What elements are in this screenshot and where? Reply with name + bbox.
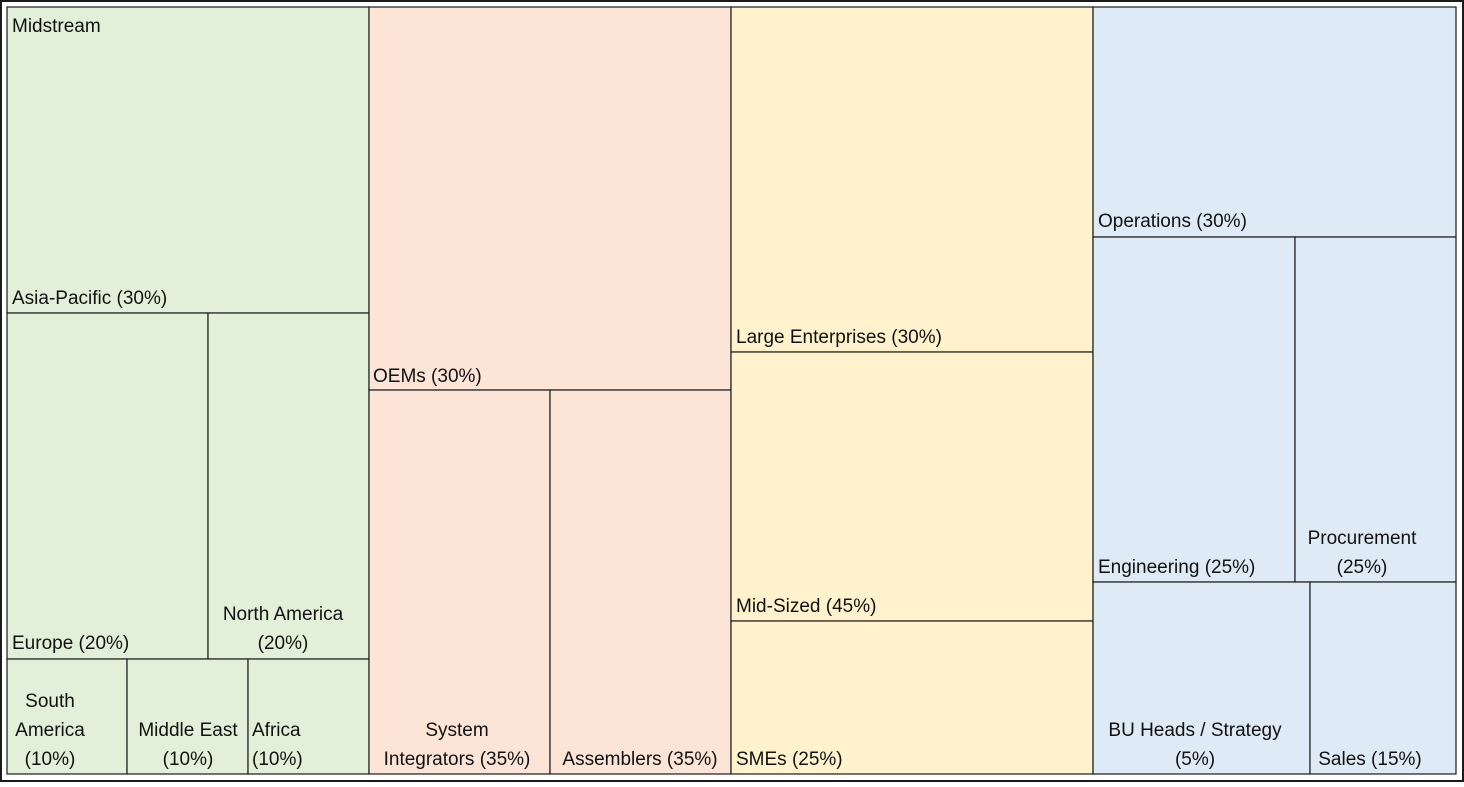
cell-europe [6,312,209,660]
label-line: System [425,720,488,741]
label-line: (10%) [25,749,76,770]
label-smes: SMEs (25%) [736,749,843,770]
label-line: Procurement [1308,528,1417,549]
label-bu-heads: BU Heads / Strategy (5%) [1108,720,1282,770]
label-north-america: North America (20%) [223,604,344,654]
label-line: BU Heads / Strategy [1108,720,1282,741]
label-line: Integrators (35%) [384,749,531,770]
label-line: (25%) [1337,557,1388,578]
label-engineering: Engineering (25%) [1098,557,1255,578]
label-line: Europe (20%) [12,633,129,654]
group-label-midstream: Midstream [12,16,101,37]
label-line: Asia-Pacific (30%) [12,288,167,309]
label-system-integrators: System Integrators (35%) [384,720,531,770]
cell-procurement [1294,236,1457,583]
label-line: America [15,720,85,741]
cell-mid-sized [730,351,1094,622]
cell-bu-heads [1092,581,1311,775]
label-sales: Sales (15%) [1318,749,1422,770]
label-line: Engineering (25%) [1098,557,1255,578]
cell-asia [6,6,370,314]
cell-engineering [1092,236,1296,583]
cell-large-enterprises [730,6,1094,353]
label-line: (5%) [1175,749,1215,770]
label-line: North America [223,604,344,625]
label-line: Africa [252,720,301,741]
cell-oems [368,6,732,391]
group-function: Operations (30%) Engineering (25%) Procure… [1092,6,1457,775]
label-line: SMEs (25%) [736,749,843,770]
cell-smes [730,620,1094,775]
label-line: Large Enterprises (30%) [736,327,942,348]
cell-sales [1309,581,1457,775]
label-europe: Europe (20%) [12,633,129,654]
cell-middle-east [126,658,249,775]
group-midstream: Asia-Pacific (30%) Europe (20%) North Amer… [6,6,370,775]
cell-operations [1092,6,1457,238]
label-operations: Operations (30%) [1098,211,1247,232]
label-line: (10%) [163,749,214,770]
cell-africa [247,658,370,775]
cell-north-america [207,312,370,660]
cell-system-integrators [368,389,551,775]
label-oems: OEMs (30%) [373,366,482,387]
label-asia: Asia-Pacific (30%) [12,288,167,309]
cell-assemblers [549,389,732,775]
label-mid-sized: Mid-Sized (45%) [736,596,876,617]
label-procurement: Procurement (25%) [1308,528,1417,578]
label-assemblers: Assemblers (35%) [562,749,717,770]
label-line: (10%) [252,749,303,770]
label-line: (20%) [258,633,309,654]
group-enterprise: Large Enterprises (30%) Mid-Sized (45%) SM… [730,6,1094,775]
label-line: Assemblers (35%) [562,749,717,770]
label-line: OEMs (30%) [373,366,482,387]
label-africa: Africa (10%) [252,720,303,770]
group-oem: OEMs (30%) System Integrators (35%) Assembl… [368,6,732,775]
label-line: Operations (30%) [1098,211,1247,232]
label-line: South [25,691,75,712]
label-south-america: South America (10%) [15,691,85,770]
label-line: Mid-Sized (45%) [736,596,876,617]
label-large-enterprises: Large Enterprises (30%) [736,327,942,348]
label-middle-east: Middle East (10%) [138,720,238,770]
label-line: Middle East [138,720,238,741]
cell-south-america [6,658,128,775]
label-line: Sales (15%) [1318,749,1422,770]
